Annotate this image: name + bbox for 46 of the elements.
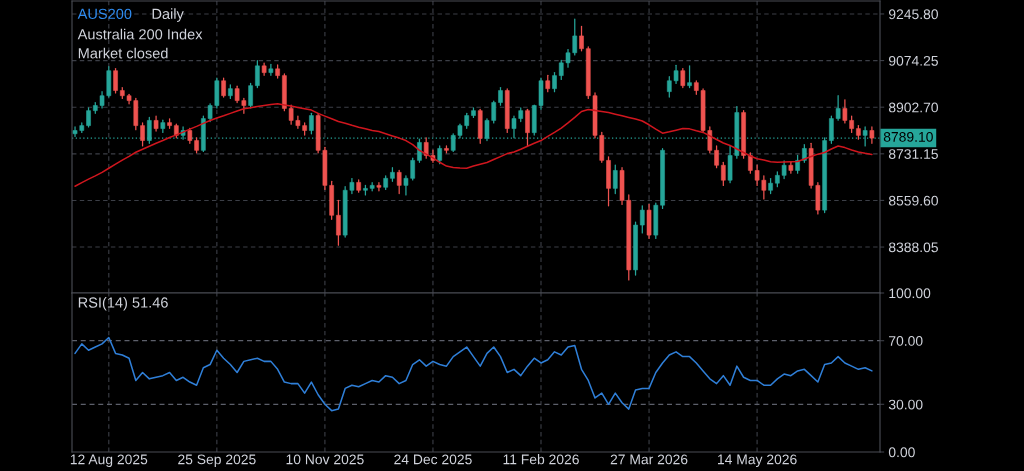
y-tick-label: 70.00 xyxy=(889,336,923,346)
chart-subtitle: Daily xyxy=(152,8,184,22)
candlestick xyxy=(525,108,530,147)
candlestick xyxy=(639,205,645,234)
candlestick xyxy=(423,137,429,159)
candlestick xyxy=(86,107,91,128)
candlestick xyxy=(255,60,260,89)
chart-title: AUS200 xyxy=(77,8,132,20)
x-tick-label: 27 Mar 2026 xyxy=(610,454,688,465)
candlestick xyxy=(336,199,341,246)
chart-title: RSI(14) 51.46 xyxy=(78,296,168,311)
x-tick-label: 12 Aug 2025 xyxy=(70,454,148,468)
ref-line-label: 8789.10 xyxy=(883,131,933,142)
x-tick-label: 25 Sep 2025 xyxy=(178,454,256,468)
candlestick xyxy=(140,122,145,147)
candlestick xyxy=(221,77,226,98)
y-tick-label: 0.00 xyxy=(888,447,915,458)
y-tick-label: 100.00 xyxy=(889,288,931,299)
annotation: Market closed xyxy=(78,47,168,59)
candlestick xyxy=(687,65,692,89)
x-tick-label: 24 Dec 2025 xyxy=(394,454,472,465)
x-tick-label: 10 Nov 2025 xyxy=(286,454,364,465)
candlestick xyxy=(113,67,118,94)
candlestick xyxy=(579,25,584,52)
candlestick xyxy=(396,169,402,195)
candlestick xyxy=(680,67,686,89)
candlestick xyxy=(714,145,719,169)
x-tick-label: 14 May 2026 xyxy=(718,454,797,468)
candlestick xyxy=(612,164,618,195)
candlestick xyxy=(248,82,253,109)
line-series xyxy=(74,103,873,187)
y-tick-label: 8388.05 xyxy=(888,242,938,253)
annotation: Australia 200 Index xyxy=(77,28,203,40)
candlestick xyxy=(721,161,726,187)
x-tick-label: 11 Feb 2026 xyxy=(503,454,579,465)
y-tick-label: 9245.80 xyxy=(888,9,938,20)
y-tick-label: 8731.15 xyxy=(888,149,938,159)
candlestick xyxy=(268,63,274,76)
y-tick-label: 30.00 xyxy=(888,399,923,410)
candlestick xyxy=(552,71,557,93)
y-tick-label: 9074.25 xyxy=(888,55,938,66)
candlestick xyxy=(376,182,382,192)
y-tick-label: 8902.70 xyxy=(888,102,938,113)
line-series xyxy=(74,336,873,412)
candlestick xyxy=(309,112,314,135)
y-tick-label: 8559.60 xyxy=(888,195,938,206)
